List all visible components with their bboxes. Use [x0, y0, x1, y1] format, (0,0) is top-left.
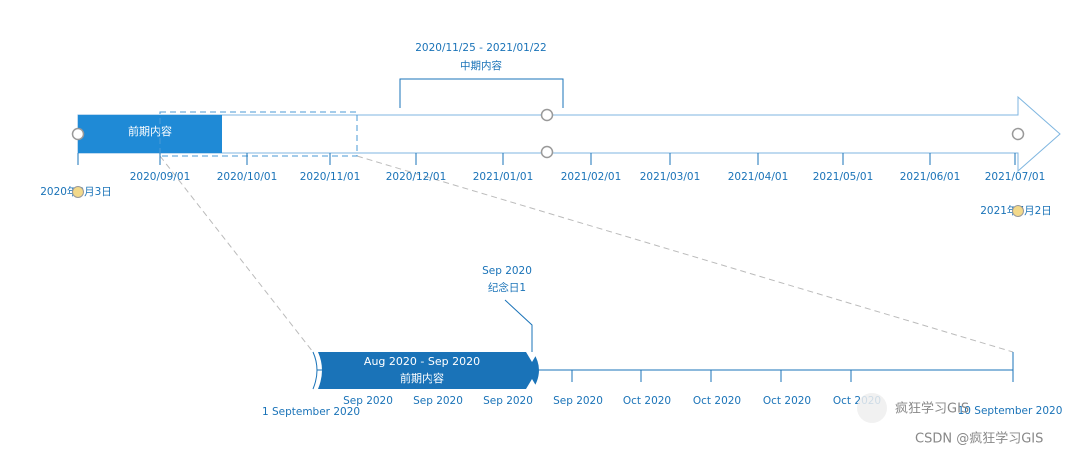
- zoom-box: [159, 111, 358, 157]
- zoom-line: [356, 155, 1014, 353]
- tick-label: Oct 2020: [693, 395, 741, 407]
- tick-label: 2020/10/01: [217, 171, 278, 183]
- tick-label: 2021/05/01: [813, 171, 874, 183]
- handle: [1011, 127, 1025, 141]
- zoom-line: [159, 155, 314, 353]
- milestone-title: 纪念日1: [488, 281, 526, 294]
- tick-label: Oct 2020: [623, 395, 671, 407]
- start-label: 1 September 2020: [262, 406, 360, 418]
- milestone-date: Sep 2020: [482, 265, 532, 277]
- tick-label: 2020/12/01: [386, 171, 447, 183]
- credit: CSDN @疯狂学习GIS: [915, 431, 1043, 447]
- tick-label: 2021/04/01: [728, 171, 789, 183]
- milestone-marker: [526, 352, 538, 389]
- timeline-arrow: [77, 95, 1061, 173]
- tick-label: 2020/11/01: [300, 171, 361, 183]
- milestone-line: [504, 299, 533, 352]
- phase-range: Aug 2020 - Sep 2020: [364, 355, 480, 368]
- phase-bar: [318, 352, 539, 389]
- handle: [72, 186, 84, 198]
- phase-bar: [78, 115, 222, 153]
- tick-label: 2021/06/01: [900, 171, 961, 183]
- tick-label: 2021/02/01: [561, 171, 622, 183]
- tick-label: 2021/07/01: [985, 171, 1046, 183]
- phase-title: 前期内容: [128, 124, 172, 138]
- logo-text: 疯狂学习GIS: [895, 401, 969, 417]
- bottom-ticks: Sep 2020 Sep 2020 Sep 2020 Sep 2020 Oct 2020…: [343, 370, 881, 407]
- range-bracket: [399, 78, 564, 108]
- tick-label: Sep 2020: [413, 395, 463, 407]
- tick-label: 2021/01/01: [473, 171, 534, 183]
- tick-label: Sep 2020: [343, 395, 393, 407]
- range-label: 2020/11/25 - 2021/01/22: [415, 42, 547, 54]
- tick-label: Oct 2020: [763, 395, 811, 407]
- bar-cap: [312, 351, 318, 390]
- tick-label: 2020/09/01: [130, 171, 191, 183]
- handle: [1012, 205, 1024, 217]
- top-ticks: 2020/09/01 2020/10/01 2020/11/01 2020/12/01…: [130, 153, 1046, 183]
- phase-title: 前期内容: [400, 371, 444, 385]
- range-title: 中期内容: [460, 59, 502, 72]
- tick-label: Sep 2020: [483, 395, 533, 407]
- tick-label: 2021/03/01: [640, 171, 701, 183]
- handle: [540, 108, 554, 122]
- handle: [540, 145, 554, 159]
- end-label: 10 September 2020: [958, 405, 1063, 417]
- logo-icon: [857, 393, 887, 423]
- handle: [71, 127, 85, 141]
- tick-label: Sep 2020: [553, 395, 603, 407]
